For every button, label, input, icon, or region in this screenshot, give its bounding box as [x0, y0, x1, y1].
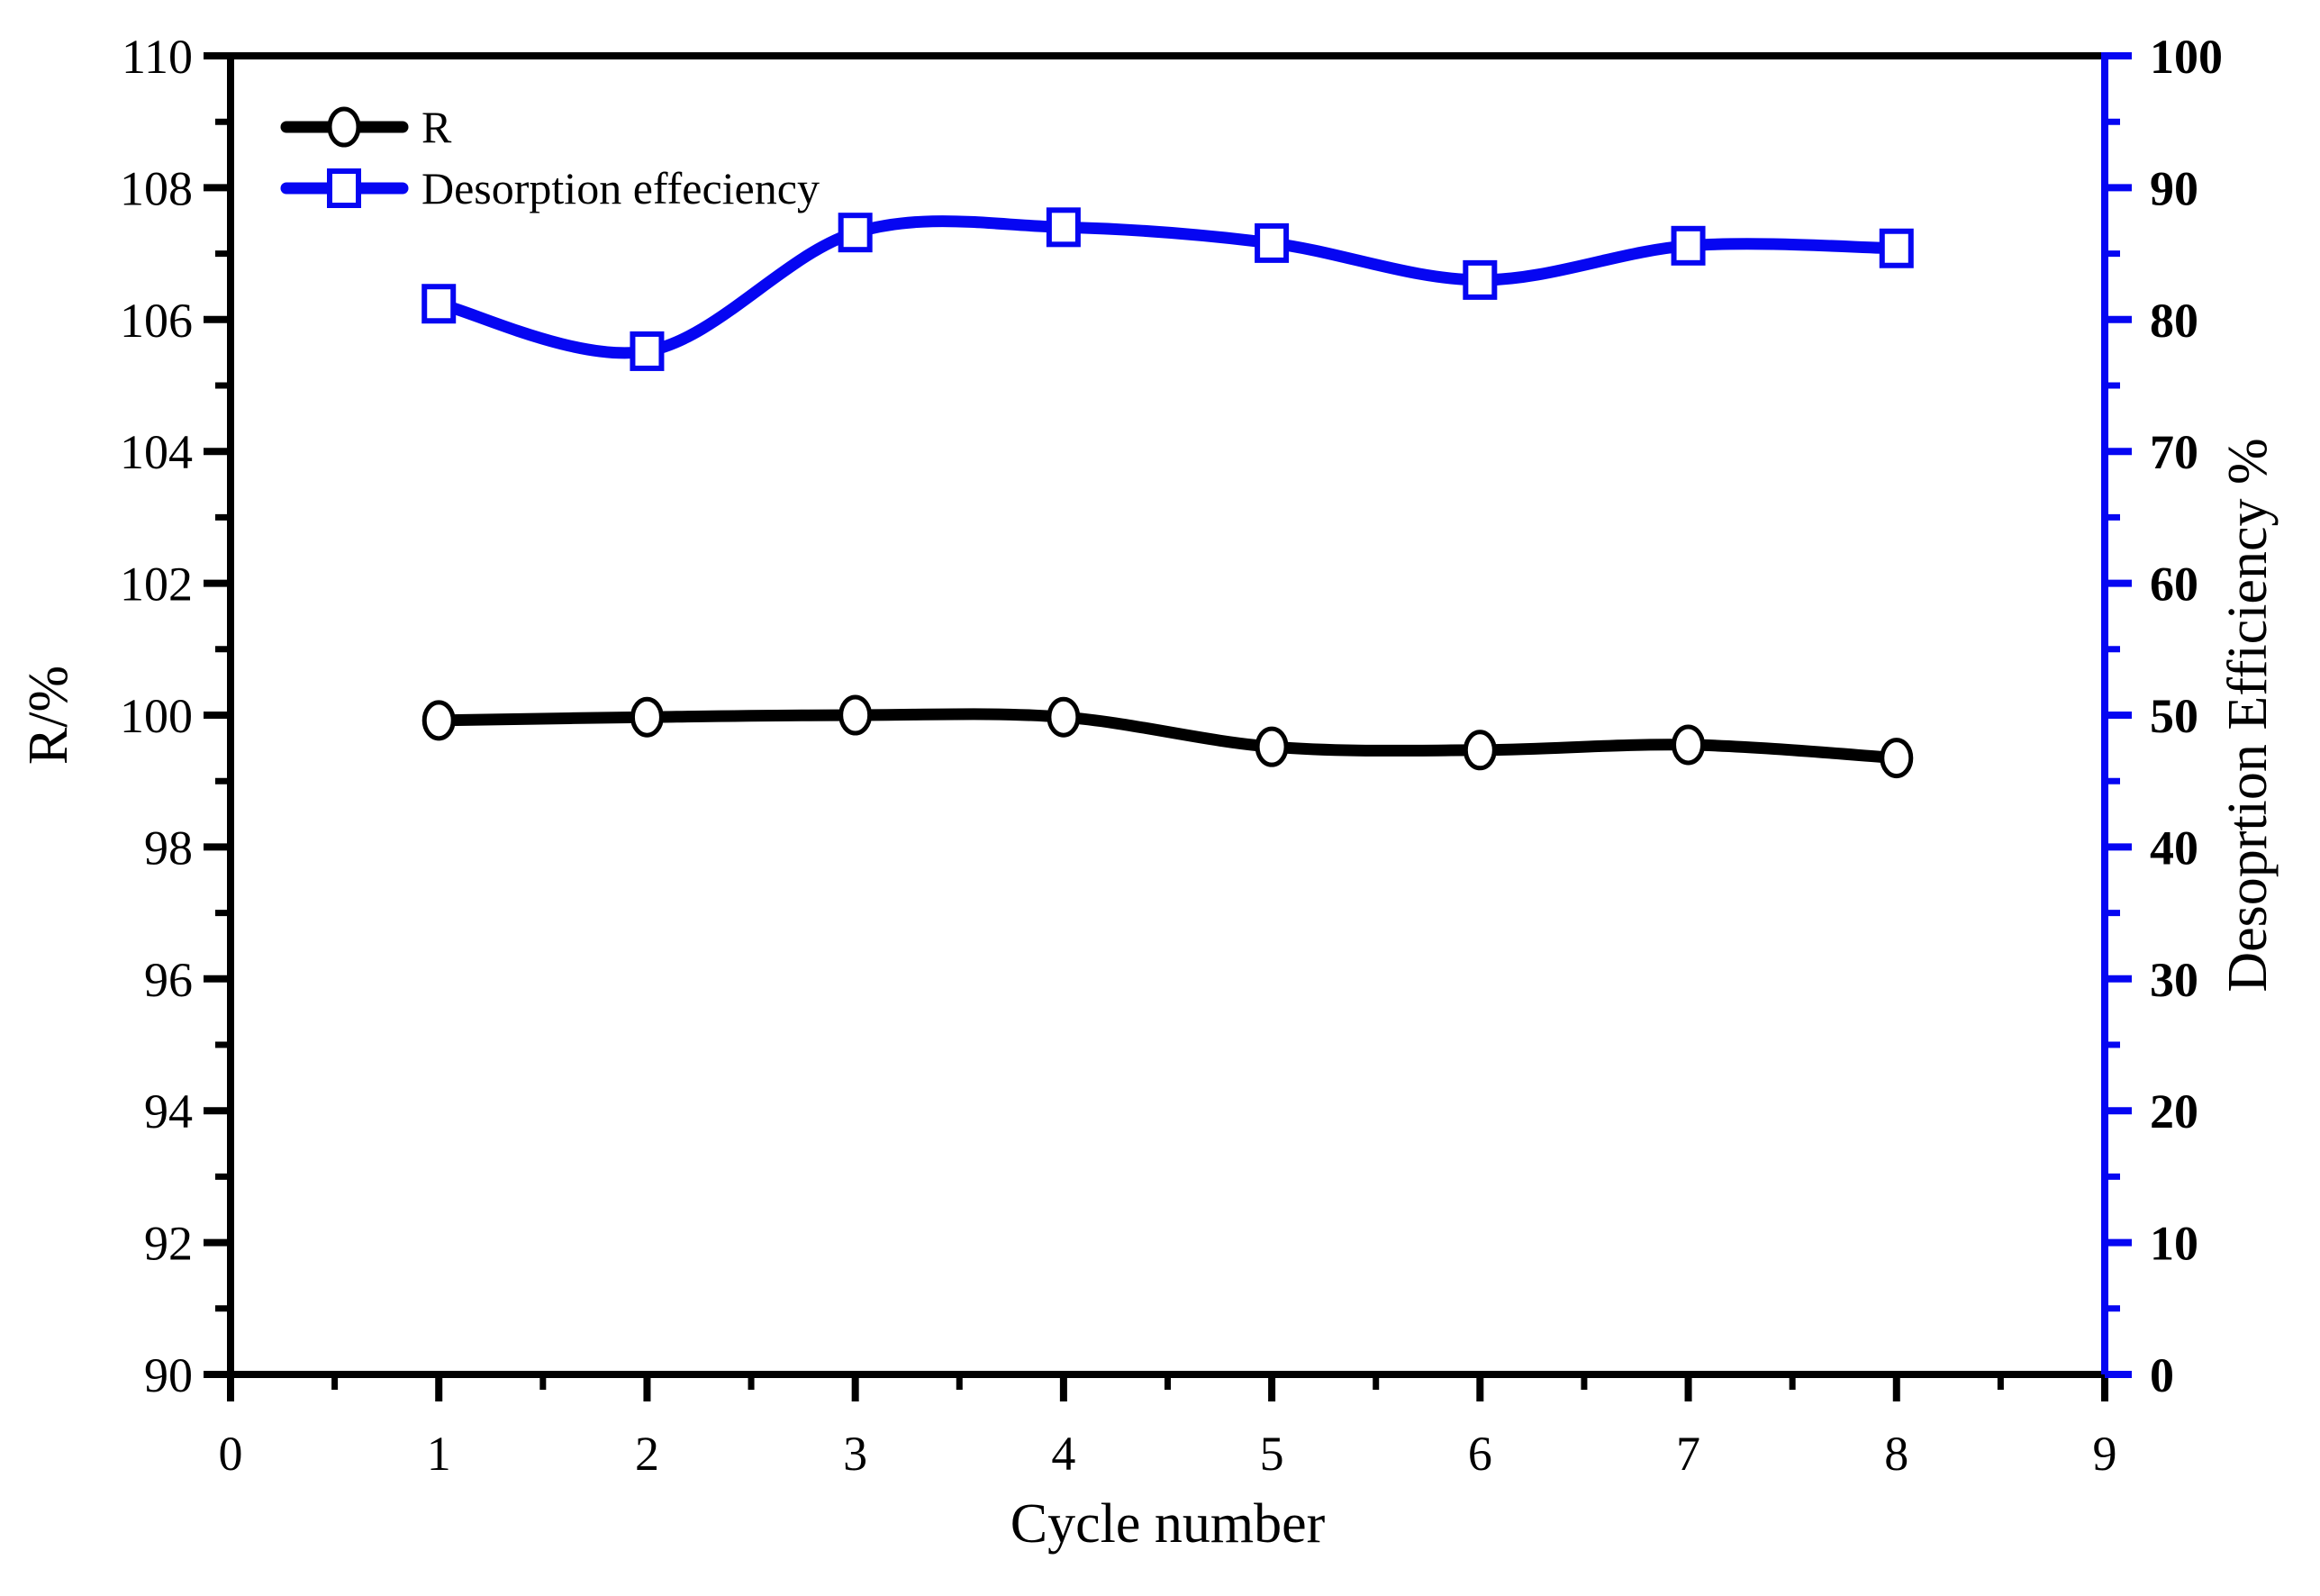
left-axis: 90 92 94 96 98 100 102 104 106 108 110 R/% — [18, 30, 231, 1402]
legend-item-r: R — [280, 102, 452, 152]
right-tick-label: 10 — [2150, 1217, 2198, 1271]
left-tick-label: 110 — [122, 30, 193, 84]
left-tick-label: 106 — [120, 294, 193, 348]
right-axis: 0 10 20 30 40 50 60 70 80 90 100 Desoprtion Efficie… — [2105, 30, 2279, 1402]
left-tick-label: 94 — [144, 1084, 193, 1138]
x-tick-label: 5 — [1260, 1427, 1284, 1481]
data-point-marker — [1671, 225, 1706, 266]
x-tick-label: 1 — [427, 1427, 451, 1481]
right-axis-title: Desoprtion Efficiency % — [2217, 438, 2279, 992]
left-tick-label: 104 — [120, 425, 193, 479]
x-axis-title: Cycle number — [1010, 1493, 1326, 1555]
legend-marker — [327, 168, 361, 208]
x-tick-label: 4 — [1051, 1427, 1075, 1481]
left-tick-label: 108 — [120, 161, 193, 215]
left-tick-label: 90 — [144, 1348, 193, 1402]
data-point-marker — [1047, 696, 1081, 738]
right-tick-label: 100 — [2150, 30, 2223, 84]
series-desorption — [421, 207, 1914, 371]
legend-item-desorption: Desorption effeciency — [280, 163, 820, 213]
legend-marker — [327, 106, 361, 148]
right-tick-label: 60 — [2150, 558, 2198, 612]
data-point-marker — [1463, 730, 1497, 771]
left-tick-label: 98 — [144, 821, 193, 875]
data-point-marker — [1879, 228, 1914, 268]
data-point-marker — [1880, 738, 1914, 779]
legend-label: Desorption effeciency — [421, 163, 820, 213]
data-point-marker — [630, 331, 665, 371]
x-tick-label: 2 — [635, 1427, 659, 1481]
data-point-marker — [1255, 726, 1289, 767]
right-tick-label: 80 — [2150, 294, 2198, 348]
x-tick-label: 3 — [843, 1427, 867, 1481]
left-tick-label: 100 — [120, 689, 193, 743]
right-tick-label: 20 — [2150, 1084, 2198, 1138]
data-point-marker — [1046, 207, 1081, 248]
data-point-marker — [421, 700, 456, 741]
data-point-marker — [838, 694, 873, 736]
x-axis: 0 1 2 3 4 5 6 7 8 9 Cycle number — [219, 1374, 2117, 1555]
data-point-marker — [1255, 222, 1290, 263]
right-tick-label: 40 — [2150, 821, 2198, 875]
series-line — [432, 708, 1903, 765]
data-point-marker — [630, 696, 664, 738]
right-tick-label: 0 — [2150, 1348, 2174, 1402]
left-tick-label: 92 — [144, 1217, 193, 1271]
legend-label: R — [421, 102, 452, 152]
data-point-marker — [1672, 724, 1706, 766]
left-tick-label: 96 — [144, 953, 193, 1007]
series-line — [432, 215, 1903, 359]
left-tick-label: 102 — [120, 558, 193, 612]
left-axis-title: R/% — [18, 666, 79, 765]
x-tick-label: 9 — [2093, 1427, 2117, 1481]
right-tick-label: 30 — [2150, 953, 2198, 1007]
x-tick-label: 8 — [1884, 1427, 1908, 1481]
data-point-marker — [838, 213, 873, 253]
x-tick-label: 7 — [1676, 1427, 1700, 1481]
data-point-marker — [1463, 259, 1498, 300]
right-tick-label: 50 — [2150, 689, 2198, 743]
series-r — [421, 694, 1914, 779]
right-tick-label: 70 — [2150, 425, 2198, 479]
legend: R Desorption effeciency — [280, 102, 820, 213]
data-point-marker — [421, 284, 457, 324]
x-tick-label: 0 — [219, 1427, 243, 1481]
x-tick-label: 6 — [1468, 1427, 1492, 1481]
right-tick-label: 90 — [2150, 161, 2198, 215]
